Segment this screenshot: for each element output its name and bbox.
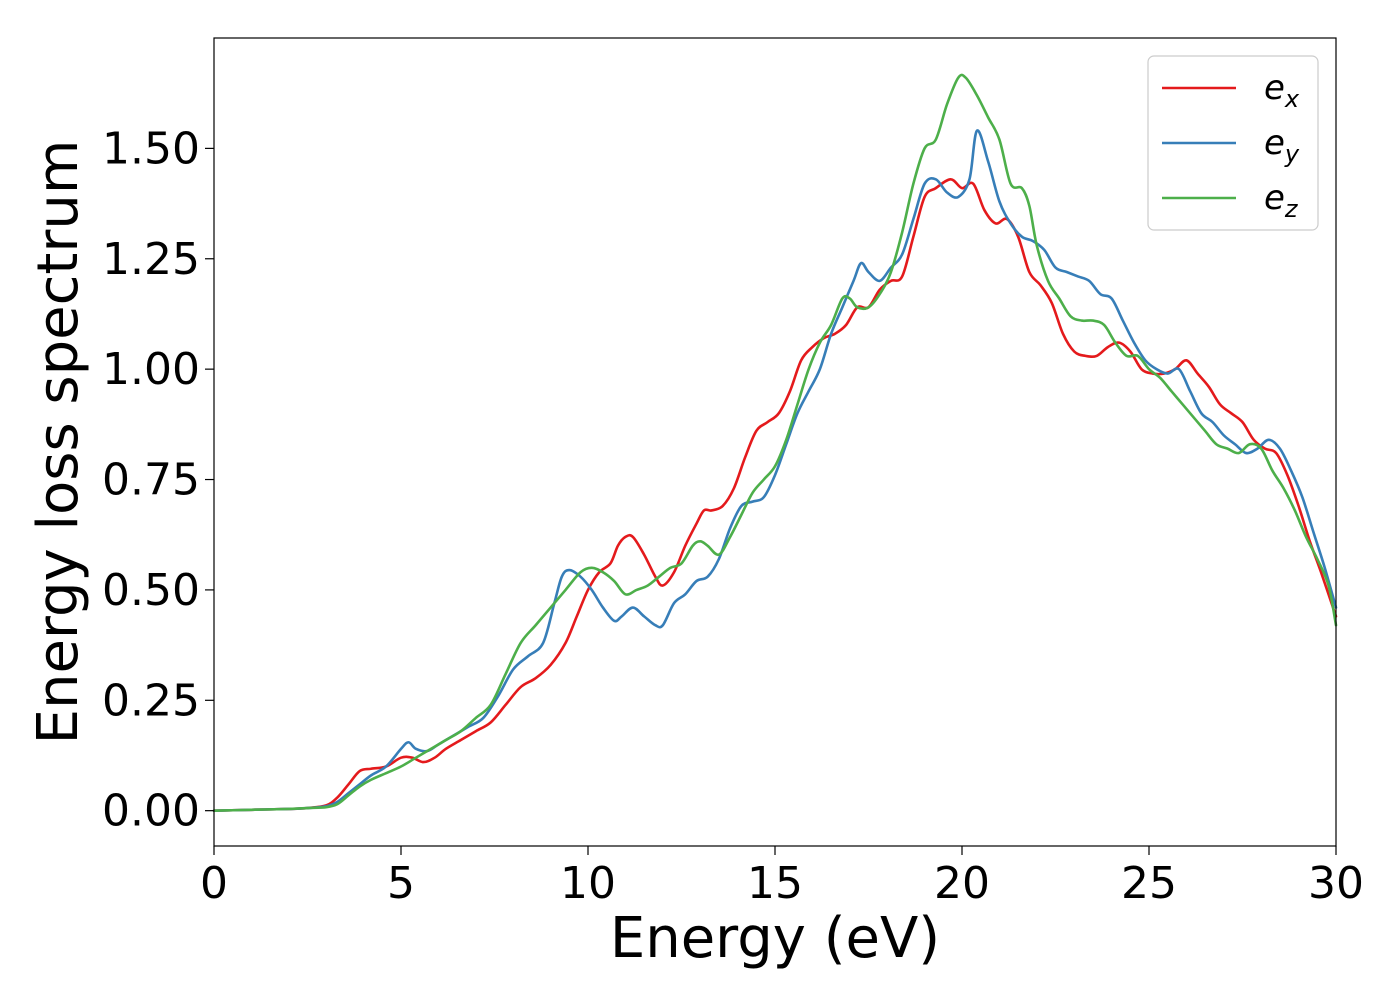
y-tick-label: 0.50	[102, 565, 200, 616]
y-tick-label: 1.25	[102, 234, 200, 285]
x-axis-label: Energy (eV)	[610, 906, 940, 971]
x-tick-label: 0	[200, 858, 228, 909]
legend: ex ey ez	[1147, 55, 1319, 231]
series-line-z	[212, 73, 1338, 812]
y-tick-label: 1.50	[102, 123, 200, 174]
legend-label-z: ez	[1264, 178, 1299, 223]
y-tick-label: 1.00	[102, 344, 200, 395]
y-axis-label: Energy loss spectrum	[26, 140, 91, 745]
x-tick-label: 5	[387, 858, 415, 909]
x-tick-label: 20	[934, 858, 990, 909]
x-tick-label: 10	[560, 858, 616, 909]
series-line-x	[212, 177, 1338, 812]
x-tick-label: 15	[747, 858, 803, 909]
x-tick-label: 25	[1121, 858, 1177, 909]
y-tick-label: 0.00	[102, 786, 200, 837]
legend-label-y: ey	[1264, 123, 1300, 168]
y-axis: 0.00 0.25 0.50 0.75 1.00 1.25 1.50	[102, 123, 214, 837]
y-tick-label: 0.25	[102, 675, 200, 726]
x-tick-label: 30	[1308, 858, 1364, 909]
series-layer	[212, 73, 1338, 812]
y-tick-label: 0.75	[102, 455, 200, 506]
x-axis: 0 5 10 15 20 25 30	[200, 846, 1364, 909]
legend-label-x: ex	[1264, 68, 1300, 113]
